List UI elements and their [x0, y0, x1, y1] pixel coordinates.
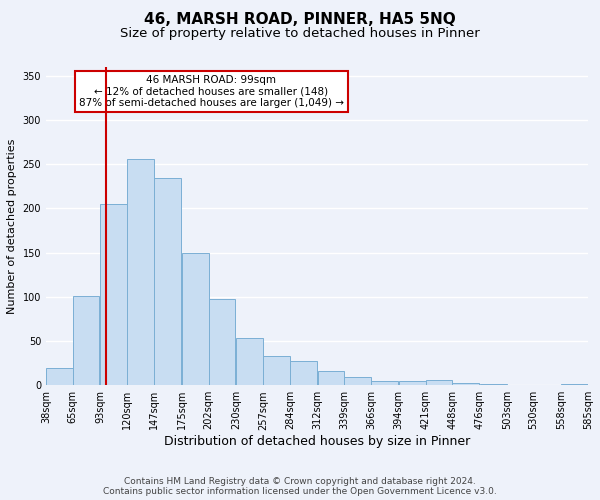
Bar — [209, 300, 235, 385]
Text: 46, MARSH ROAD, PINNER, HA5 5NQ: 46, MARSH ROAD, PINNER, HA5 5NQ — [144, 12, 456, 28]
Bar — [452, 384, 479, 385]
Bar — [100, 204, 127, 385]
Text: 46 MARSH ROAD: 99sqm
← 12% of detached houses are smaller (148)
87% of semi-deta: 46 MARSH ROAD: 99sqm ← 12% of detached h… — [79, 75, 344, 108]
Bar — [263, 356, 290, 385]
Bar — [425, 380, 452, 385]
Bar — [182, 252, 209, 385]
Bar — [399, 380, 425, 385]
Bar — [317, 371, 344, 385]
Text: Contains public sector information licensed under the Open Government Licence v3: Contains public sector information licen… — [103, 487, 497, 496]
Bar — [371, 380, 398, 385]
Bar — [236, 338, 263, 385]
Bar — [154, 178, 181, 385]
Text: Size of property relative to detached houses in Pinner: Size of property relative to detached ho… — [120, 28, 480, 40]
Bar — [127, 159, 154, 385]
Bar — [561, 384, 588, 385]
Text: Contains HM Land Registry data © Crown copyright and database right 2024.: Contains HM Land Registry data © Crown c… — [124, 477, 476, 486]
Bar — [344, 377, 371, 385]
Bar — [46, 368, 73, 385]
Bar — [480, 384, 507, 385]
Bar — [73, 296, 100, 385]
Bar — [290, 362, 317, 385]
Y-axis label: Number of detached properties: Number of detached properties — [7, 138, 17, 314]
X-axis label: Distribution of detached houses by size in Pinner: Distribution of detached houses by size … — [164, 435, 470, 448]
